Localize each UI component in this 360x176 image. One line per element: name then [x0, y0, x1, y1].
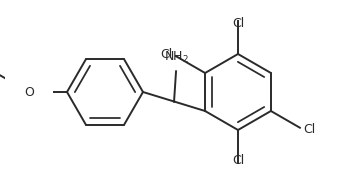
Text: Cl: Cl [303, 123, 316, 136]
Text: Cl: Cl [161, 48, 173, 61]
Text: O: O [24, 86, 34, 99]
Text: NH$_2$: NH$_2$ [163, 50, 189, 65]
Text: Cl: Cl [232, 155, 244, 167]
Text: Cl: Cl [232, 17, 244, 30]
